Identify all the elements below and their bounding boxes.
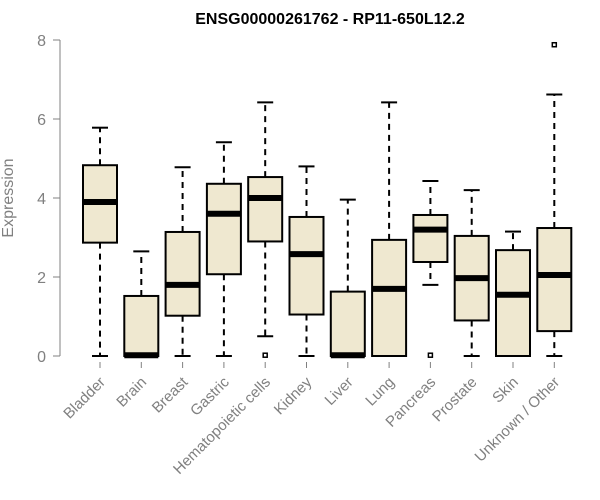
- outlier-point: [551, 41, 558, 48]
- box-iqr: [123, 294, 160, 357]
- box-10: [453, 189, 490, 357]
- box-iqr: [536, 227, 573, 333]
- box-iqr: [205, 182, 242, 276]
- y-tick-label: 2: [37, 270, 46, 287]
- box-11: [495, 230, 531, 357]
- x-tick-label: Breast: [149, 373, 192, 416]
- y-tick-label: 6: [37, 112, 46, 129]
- y-tick-label: 8: [37, 33, 46, 50]
- box-iqr: [371, 238, 408, 357]
- y-tick-label: 4: [37, 191, 46, 208]
- box-6: [288, 165, 325, 357]
- box-2: [123, 250, 160, 359]
- box-7: [329, 198, 366, 359]
- box-iqr: [495, 249, 531, 357]
- chart-title: ENSG00000261762 - RP11-650L12.2: [195, 11, 465, 28]
- box-1: [82, 126, 118, 357]
- outlier-point: [427, 352, 434, 358]
- box-12: [536, 41, 573, 357]
- x-tick-label: Liver: [322, 374, 357, 409]
- outlier-point: [262, 352, 268, 358]
- y-axis: 0 2 4 6 8: [37, 33, 61, 366]
- box-iqr: [329, 290, 366, 357]
- y-tick-label: 0: [37, 349, 46, 366]
- box-9: [412, 180, 449, 358]
- x-tick-label: Brain: [113, 374, 150, 411]
- box-iqr: [288, 215, 325, 316]
- x-tick-label: Bladder: [60, 374, 109, 423]
- x-tick-label: Prostate: [429, 374, 481, 426]
- boxes-group: [82, 41, 573, 359]
- box-iqr: [412, 213, 449, 263]
- box-8: [371, 101, 408, 357]
- box-3: [164, 166, 201, 357]
- x-tick-label: Lung: [362, 374, 398, 410]
- box-5: [247, 101, 284, 358]
- box-4: [205, 141, 242, 357]
- x-tick-label: Skin: [489, 374, 522, 407]
- x-tick-label: Kidney: [271, 373, 316, 418]
- y-axis-label: Expression: [0, 158, 17, 237]
- box-iqr: [247, 176, 284, 243]
- box-iqr: [164, 230, 201, 317]
